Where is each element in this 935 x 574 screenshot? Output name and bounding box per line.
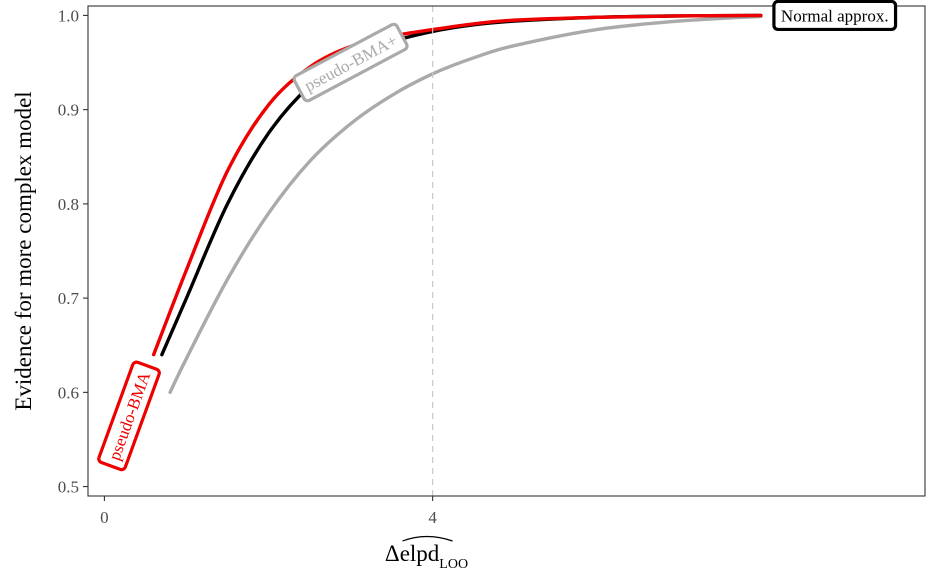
annotation-label: Normal approx. — [772, 0, 898, 32]
y-tick-label: 0.9 — [58, 101, 79, 120]
ticks-layer: 0 4 0.5 0.6 0.7 0.8 0.9 1.0 — [58, 6, 438, 527]
annotation-text: Normal approx. — [781, 6, 889, 25]
x-axis-title-hat — [402, 535, 453, 542]
y-tick-label: 0.5 — [58, 478, 79, 497]
annotations-layer: Normal approx. pseudo-BMA+ pseudo-BMA — [97, 0, 898, 472]
annotation-label: pseudo-BMA — [97, 360, 161, 472]
annotation-box — [97, 360, 161, 472]
series-line-normal-approx — [160, 13, 763, 357]
y-tick-label: 0.8 — [58, 195, 79, 214]
annotation-box — [772, 0, 898, 32]
x-axis-title-subscript: LOO — [439, 557, 468, 572]
y-tick-label: 0.7 — [58, 289, 80, 308]
x-axis-title: ΔelpdLOO — [385, 541, 468, 572]
annotation-box — [292, 22, 409, 103]
lines-layer — [151, 13, 763, 395]
series-line-pseudo-bma — [168, 14, 763, 395]
y-axis-title: Evidence for more complex model — [11, 91, 36, 410]
x-tick-label: 4 — [428, 508, 437, 527]
annotation-label: pseudo-BMA+ — [292, 22, 409, 103]
plot-panel-border — [87, 5, 926, 497]
series-line-pseudo-bma — [151, 13, 763, 357]
y-tick-label: 1.0 — [58, 6, 79, 25]
y-tick-label: 0.6 — [58, 383, 79, 402]
x-tick-label: 0 — [100, 508, 109, 527]
